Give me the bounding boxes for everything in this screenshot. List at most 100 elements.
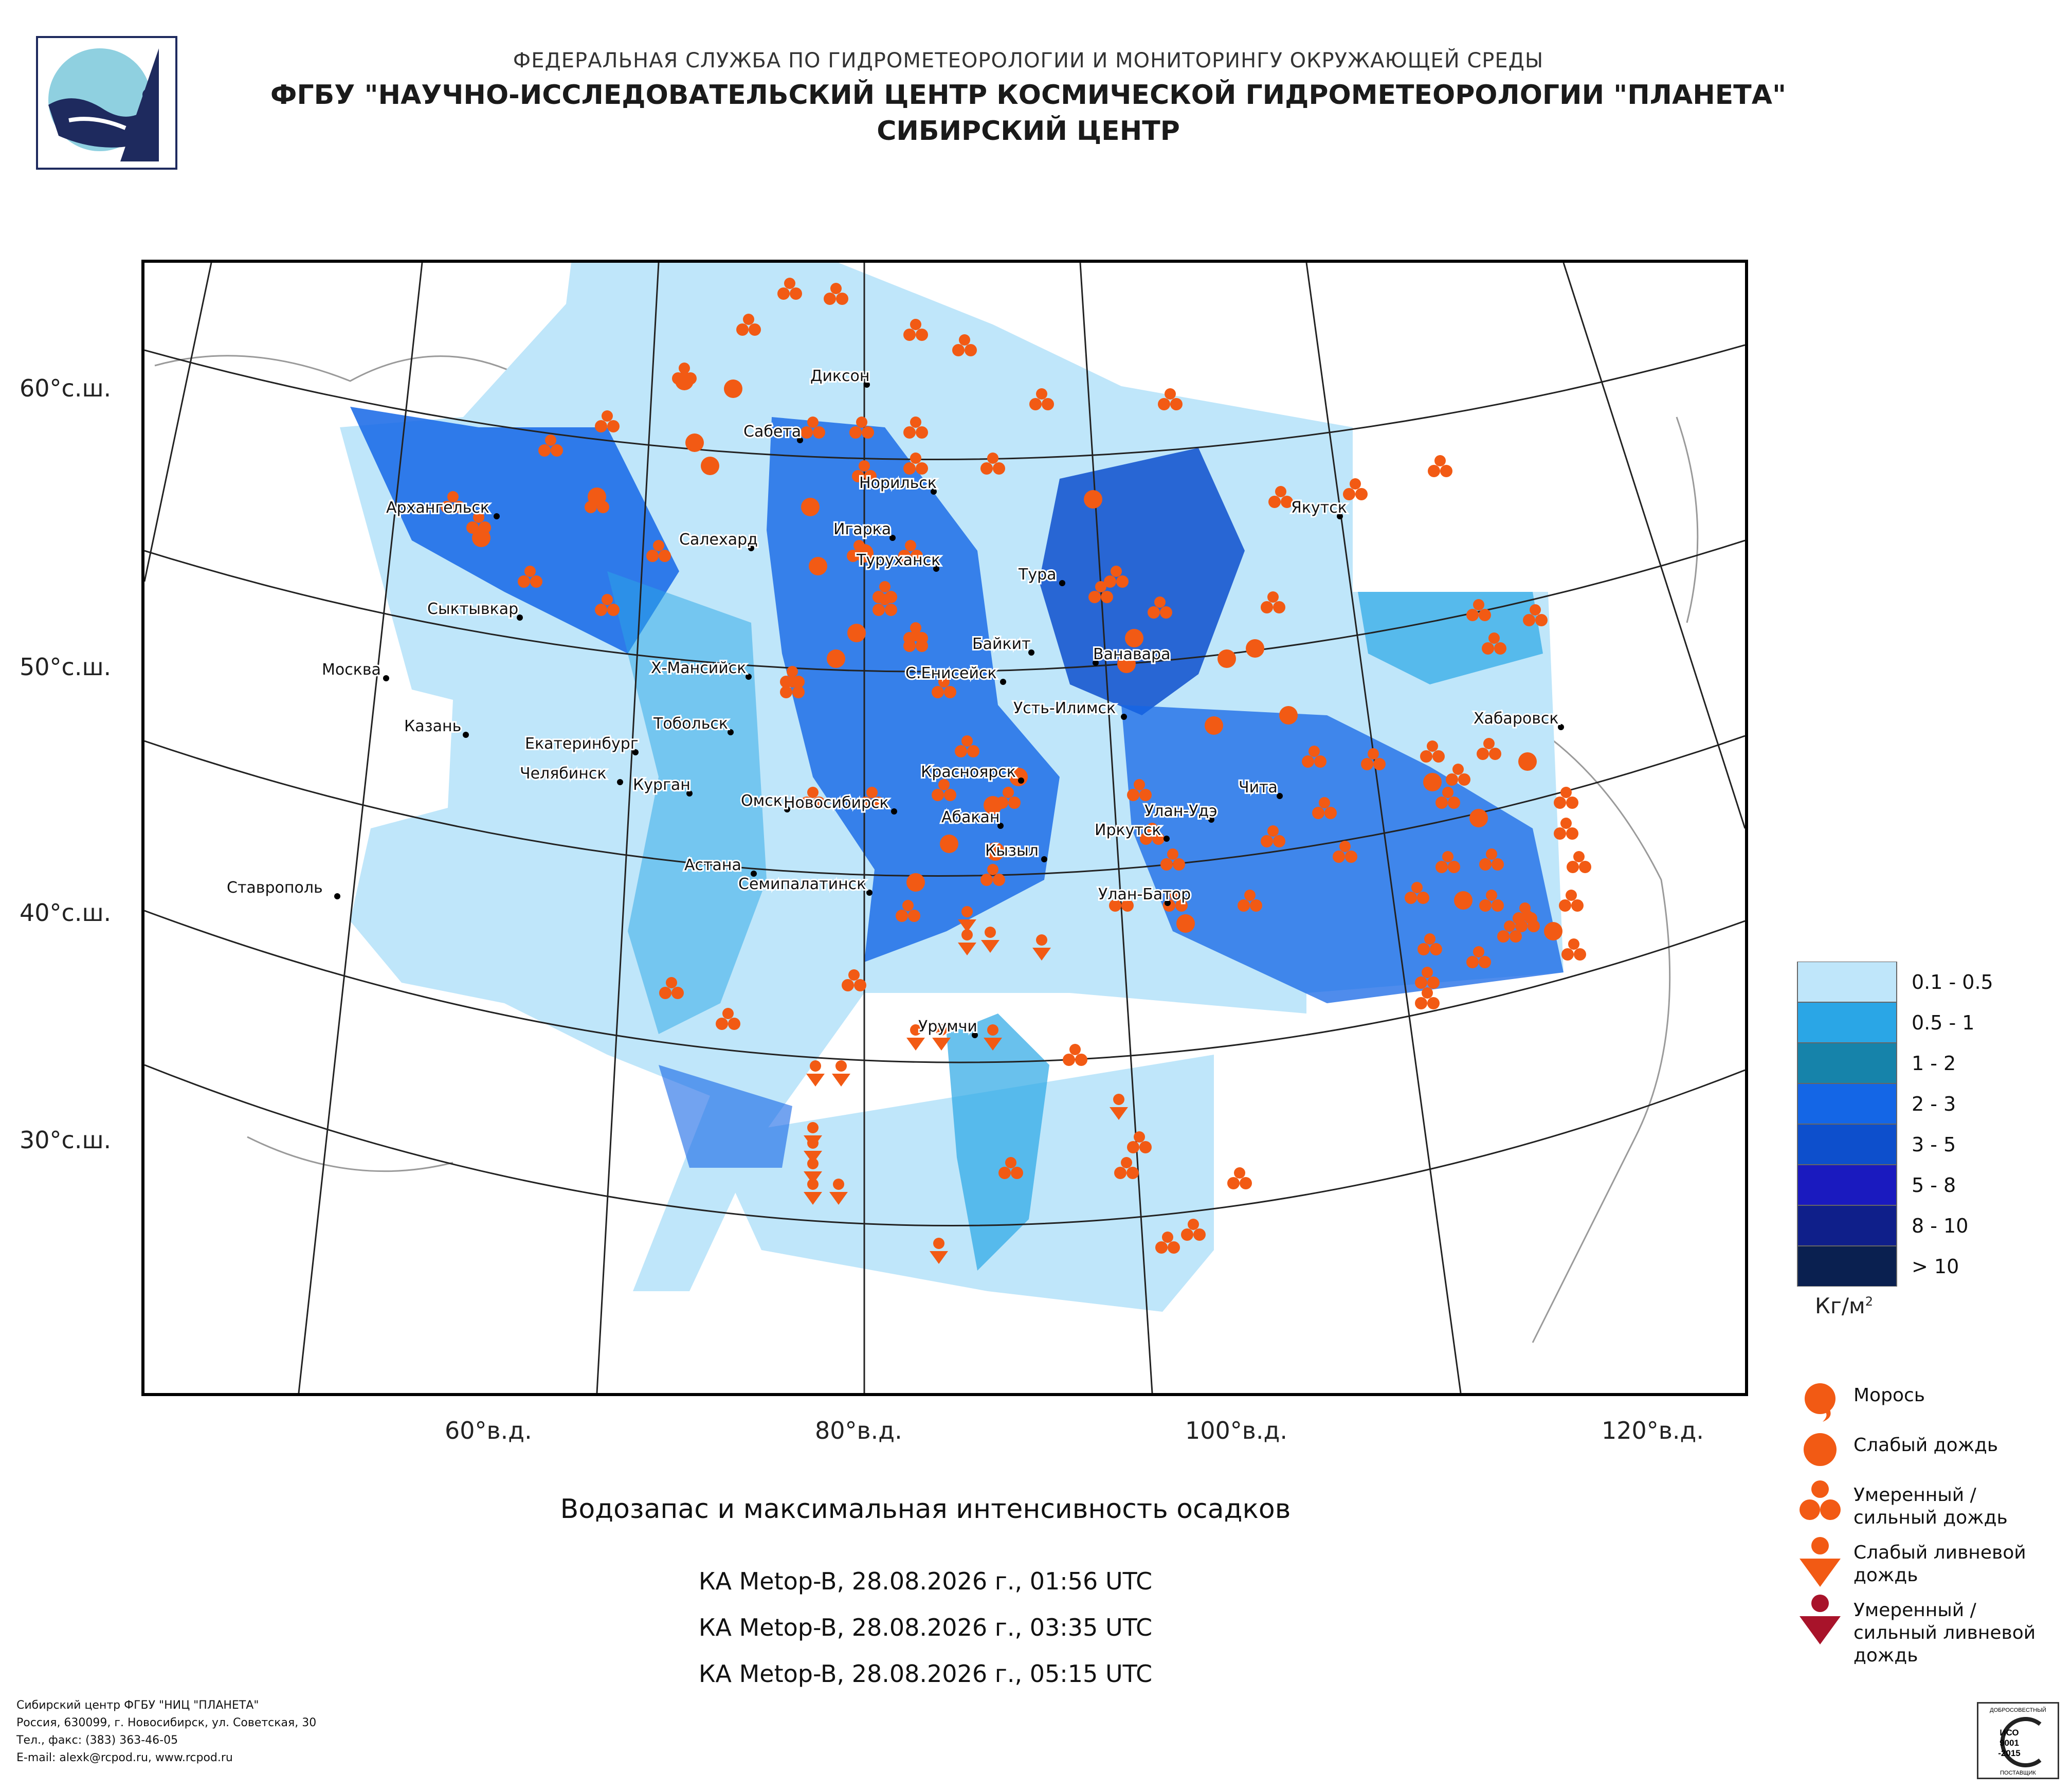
precip-marker xyxy=(1126,1167,1139,1179)
page-header: ФЕДЕРАЛЬНАЯ СЛУЖБА ПО ГИДРОМЕТЕОРОЛОГИИ … xyxy=(231,49,1825,147)
precip-marker xyxy=(1568,938,1579,950)
precip-marker xyxy=(1193,1228,1206,1241)
city-dot xyxy=(889,535,896,541)
precip-marker xyxy=(530,575,542,588)
legend-swatch xyxy=(1797,962,1897,1002)
planeta-logo xyxy=(36,36,177,170)
precip-marker xyxy=(903,632,916,644)
footer-email: E-mail: alexk@rcpod.ru, www.rcpod.ru xyxy=(16,1751,233,1764)
precip-marker xyxy=(1234,1167,1245,1179)
lat-label-60: 60°с.ш. xyxy=(20,374,112,402)
shower-marker xyxy=(958,943,976,955)
city-label: Челябинск xyxy=(520,765,606,783)
precip-marker xyxy=(1167,848,1178,860)
precip-marker xyxy=(1448,861,1460,873)
city-label: Якутск xyxy=(1291,499,1347,517)
precip-marker xyxy=(1088,591,1101,603)
precip-marker xyxy=(784,278,795,289)
legend-row: 1 - 2 xyxy=(1797,1043,1993,1083)
precip-marker xyxy=(1308,746,1320,757)
legend-label: 3 - 5 xyxy=(1912,1133,1956,1156)
city-dot xyxy=(746,674,752,680)
precip-marker xyxy=(862,426,874,439)
precip-marker xyxy=(807,1179,819,1190)
precip-marker xyxy=(1430,943,1442,955)
lon-label-120: 120°в.д. xyxy=(1602,1417,1704,1444)
precip-marker xyxy=(524,566,536,577)
precip-marker xyxy=(1267,825,1279,837)
shower-marker xyxy=(906,1038,925,1051)
precip-marker xyxy=(842,979,854,991)
precip-marker xyxy=(653,540,664,551)
city-dot xyxy=(1337,513,1343,519)
precip-marker xyxy=(848,969,860,981)
precip-marker xyxy=(588,487,606,506)
precip-marker xyxy=(1339,841,1351,852)
precip-marker xyxy=(807,787,819,798)
precip-marker xyxy=(1442,851,1453,862)
city-label: Хабаровск xyxy=(1474,710,1559,728)
city-label: Тобольск xyxy=(653,715,728,733)
city-dot xyxy=(632,749,639,755)
legend-row: 0.5 - 1 xyxy=(1797,1002,1993,1043)
precip-marker xyxy=(1160,858,1173,871)
precip-marker xyxy=(666,977,677,988)
precip-marker xyxy=(827,649,845,668)
precip-marker xyxy=(1011,1167,1023,1179)
legend-label: 0.5 - 1 xyxy=(1912,1011,1975,1034)
precipitation-symbol-legend: Морось Слабый дождь Умеренный / сильный … xyxy=(1792,1378,2069,1666)
precip-marker xyxy=(1417,943,1430,955)
precip-marker xyxy=(1523,614,1535,626)
precip-marker xyxy=(807,1122,819,1133)
precip-marker xyxy=(1422,987,1433,999)
precip-marker xyxy=(855,544,874,563)
precip-marker xyxy=(1273,835,1285,847)
precip-marker xyxy=(1559,899,1571,912)
city-dot xyxy=(748,545,754,551)
precip-marker xyxy=(1561,948,1574,961)
legend-label: 1 - 2 xyxy=(1912,1052,1956,1075)
precip-marker xyxy=(716,1018,728,1030)
graticule xyxy=(144,263,1745,1393)
precip-marker xyxy=(849,426,862,439)
precip-marker xyxy=(1127,1141,1139,1153)
precip-marker xyxy=(916,329,928,341)
precip-marker xyxy=(1246,639,1264,658)
precip-marker xyxy=(1446,773,1458,786)
shower-marker xyxy=(806,1074,825,1087)
precip-marker xyxy=(595,420,607,432)
precip-marker xyxy=(801,498,820,516)
precip-marker xyxy=(936,1024,947,1036)
precip-marker xyxy=(1275,486,1286,497)
precip-marker xyxy=(1063,1054,1075,1066)
precip-marker xyxy=(955,745,967,757)
precip-marker xyxy=(1518,752,1537,771)
precip-marker xyxy=(1312,807,1324,819)
legend-heavy-shower: Умеренный / сильный ливневой дождь xyxy=(1792,1593,2069,1666)
precip-marker xyxy=(1473,599,1484,610)
precip-marker xyxy=(1483,738,1495,749)
precip-marker xyxy=(1355,488,1368,500)
precip-marker xyxy=(1473,946,1484,957)
precip-marker xyxy=(607,604,620,616)
precip-marker xyxy=(728,1018,740,1030)
legend-row: 8 - 10 xyxy=(1797,1205,1993,1246)
precip-marker xyxy=(1423,773,1442,791)
map-canvas: Диксон Сабета Норильск Архангельск Салехард И… xyxy=(144,263,1745,1393)
city-label: Игарка xyxy=(833,520,891,538)
city-dot xyxy=(1121,714,1127,720)
precip-marker xyxy=(1175,899,1188,912)
precip-marker xyxy=(852,470,864,482)
precip-marker xyxy=(1420,750,1432,763)
precip-marker xyxy=(1139,1141,1152,1153)
precip-marker xyxy=(743,314,754,325)
city-label: Байкит xyxy=(972,635,1031,653)
precip-marker xyxy=(864,470,877,482)
precip-marker xyxy=(986,842,1005,861)
precip-marker xyxy=(1069,1044,1081,1055)
precip-marker xyxy=(967,745,979,757)
precip-marker xyxy=(993,462,1005,475)
precip-marker xyxy=(1432,750,1445,763)
legend-row: 0.1 - 0.5 xyxy=(1797,962,1993,1002)
lon-label-80: 80°в.д. xyxy=(815,1417,902,1444)
